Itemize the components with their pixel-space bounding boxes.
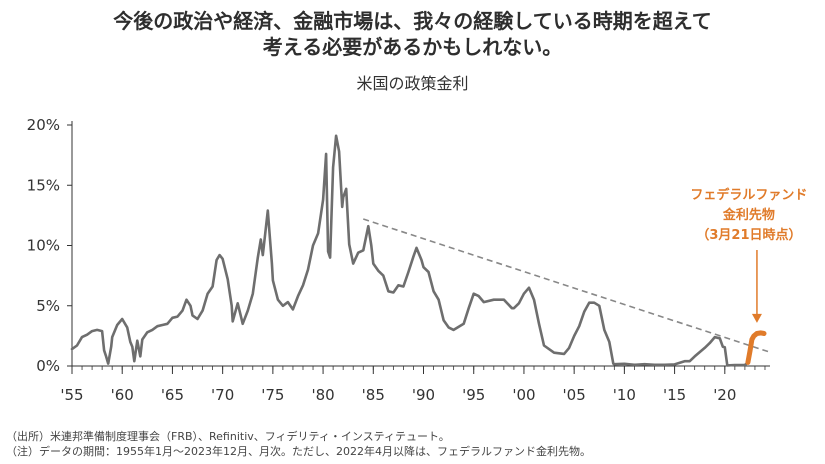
headline-line-2: 考える必要があるかもしれない。 xyxy=(262,35,563,59)
y-axis: 0% 5% 10% 15% 20% xyxy=(27,116,73,375)
y-tick-label: 0% xyxy=(36,357,60,375)
x-tick-label: '90 xyxy=(412,386,435,404)
y-tick-label: 5% xyxy=(36,297,60,315)
x-tick-label: '20 xyxy=(713,386,736,404)
x-tick-label: '55 xyxy=(60,386,83,404)
y-tick-label: 20% xyxy=(27,116,60,134)
x-tick-label: '15 xyxy=(663,386,686,404)
futures-annotation: フェデラルファンド 金利先物 （3月21日時点） xyxy=(690,187,807,323)
annotation-arrow-head xyxy=(751,313,762,323)
series-layer xyxy=(70,134,767,367)
x-tick-label: '80 xyxy=(311,386,334,404)
policy-rate-line xyxy=(70,134,750,367)
headline-line-1: 今後の政治や経済、金融市場は、我々の経験している時期を超えて xyxy=(113,9,712,33)
y-tick-label: 10% xyxy=(27,237,60,255)
chart-title: 米国の政策金利 xyxy=(356,74,469,93)
x-tick-label: '05 xyxy=(563,386,586,404)
annotation-line-3: （3月21日時点） xyxy=(696,227,801,243)
y-tick-label: 15% xyxy=(27,176,60,194)
x-tick-label: '70 xyxy=(211,386,234,404)
x-tick-label: '10 xyxy=(613,386,636,404)
x-axis: '55 '60 '65 '70 '75 '80 '85 '90 '95 '00 '05 '10 '15 '… xyxy=(60,365,770,404)
x-tick-label: '85 xyxy=(362,386,385,404)
source-note: （出所）米連邦準備制度理事会（FRB）、Refinitiv、フィデリティ・インス… xyxy=(6,430,450,443)
x-tick-label: '95 xyxy=(462,386,485,404)
x-tick-label: '00 xyxy=(512,386,535,404)
x-tick-label: '65 xyxy=(161,386,184,404)
downward-trendline xyxy=(363,218,769,353)
x-tick-label: '60 xyxy=(111,386,134,404)
annotation-line-1: フェデラルファンド xyxy=(690,187,807,203)
fed-funds-futures-line xyxy=(745,330,767,365)
x-tick-label: '75 xyxy=(261,386,284,404)
annotation-line-2: 金利先物 xyxy=(722,207,775,223)
period-note: （注）データの期間：1955年1月～2023年12月、月次。ただし、2022年4… xyxy=(6,445,591,458)
